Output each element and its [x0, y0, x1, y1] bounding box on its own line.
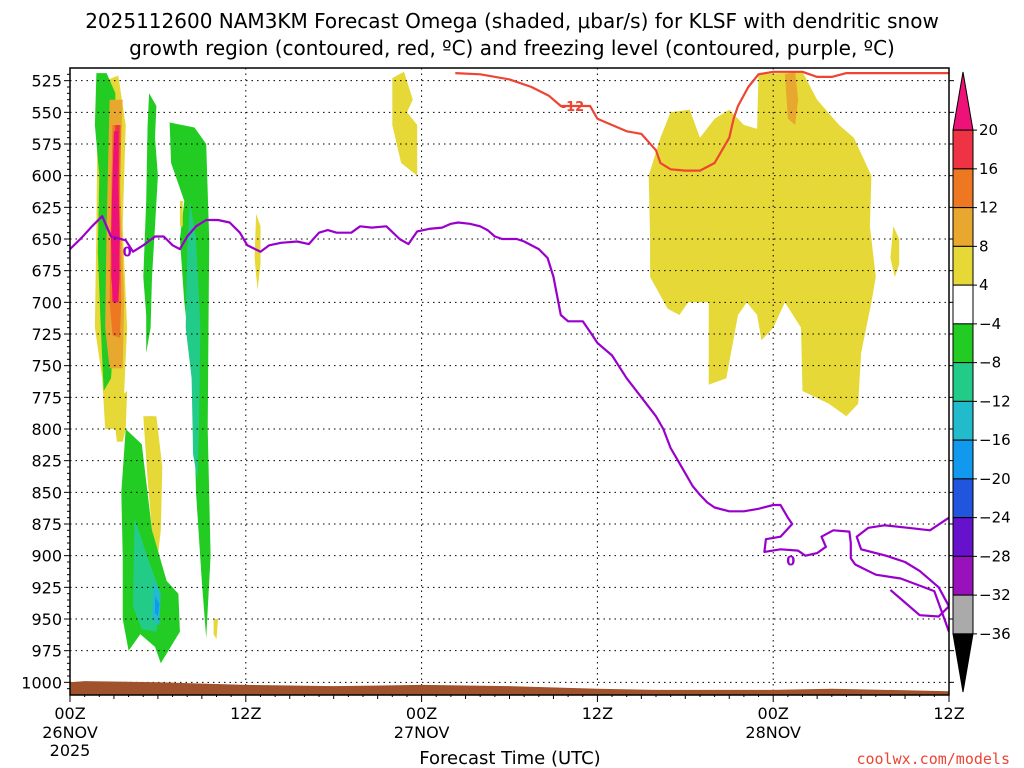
y-tick-label-2: 575 [31, 135, 62, 154]
colorbar-bin-2 [952, 168, 974, 209]
contour-layer: -12 0 0 [70, 70, 949, 633]
colorbar-label-11: −28 [979, 547, 1011, 565]
colorbar-bin-6 [952, 323, 974, 364]
colorbar-label-5: −4 [979, 315, 1001, 333]
omega-region-22 [111, 131, 120, 303]
x-tick-date-0: 26NOV [42, 723, 98, 742]
colorbar-bin-5 [952, 284, 974, 325]
chart-title-line-2: growth region (contoured, red, ºC) and f… [129, 36, 895, 60]
omega-region-2 [143, 93, 158, 354]
colorbar-label-8: −16 [979, 431, 1011, 449]
x-tick-label-4: 00Z [758, 704, 789, 723]
colorbar-bin-7 [952, 362, 974, 402]
colorbar-label-3: 8 [979, 237, 989, 255]
y-tick-label-14: 875 [31, 515, 62, 534]
colorbar-label-13: −36 [979, 625, 1011, 643]
colorbar-bin-0 [952, 71, 974, 131]
omega-region-11 [213, 619, 218, 640]
omega-region-15 [392, 71, 418, 176]
colorbar: 20 16 12 8 4 −4 −8 −12 −16 −20 −24 −28 −32 −36 [952, 71, 1011, 693]
colorbar-label-9: −20 [979, 470, 1011, 488]
terrain-ground [70, 681, 949, 695]
contour-label-1b: 0 [786, 555, 795, 570]
x-axis-title: Forecast Time (UTC) [419, 748, 600, 768]
omega-region-13 [146, 416, 155, 505]
colorbar-bin-9 [952, 439, 974, 480]
pressure-axis: 525 550 575 600 625 650 675 700 725 750 775 800 825 8… [21, 72, 954, 692]
y-tick-label-18: 975 [31, 642, 62, 661]
grid-layer [70, 68, 949, 695]
y-tick-label-9: 750 [31, 357, 62, 376]
chart-title-line-1: 2025112600 NAM3KM Forecast Omega (shaded… [85, 9, 939, 33]
credit-link[interactable]: coolwx.com/models [856, 750, 1010, 768]
colorbar-label-10: −24 [979, 509, 1011, 527]
y-tick-label-8: 725 [31, 325, 62, 344]
colorbar-bin-14 [952, 633, 974, 693]
colorbar-label-0: 20 [979, 121, 998, 139]
colorbar-label-1: 16 [979, 160, 998, 178]
y-tick-label-5: 650 [31, 230, 62, 249]
y-tick-label-15: 900 [31, 547, 62, 566]
y-tick-label-6: 675 [31, 262, 62, 281]
omega-region-17 [811, 302, 838, 353]
colorbar-bin-4 [952, 245, 974, 286]
y-tick-label-7: 700 [31, 293, 62, 312]
y-tick-label-0: 525 [31, 72, 62, 91]
contour-label-0: -12 [561, 100, 585, 115]
x-tick-label-2: 00Z [406, 704, 437, 723]
omega-region-18 [890, 226, 900, 277]
y-tick-label-10: 775 [31, 388, 62, 407]
y-tick-label-16: 925 [31, 578, 62, 597]
x-tick-label-0: 00Z [54, 704, 85, 723]
contour-line-2 [855, 516, 949, 618]
y-tick-label-4: 625 [31, 198, 62, 217]
colorbar-label-12: −32 [979, 586, 1011, 604]
contour-line-1 [70, 215, 949, 633]
y-tick-label-11: 800 [31, 420, 62, 439]
omega-region-23 [784, 71, 799, 125]
colorbar-bin-11 [952, 517, 974, 557]
colorbar-bin-13 [952, 594, 974, 635]
x-tick-label-3: 12Z [582, 704, 613, 723]
omega-region-14 [254, 213, 261, 290]
x-tick-year-0: 2025 [50, 741, 91, 760]
omega-region-10 [179, 201, 183, 227]
colorbar-label-6: −8 [979, 354, 1001, 372]
y-tick-label-1: 550 [31, 103, 62, 122]
y-tick-label-17: 950 [31, 610, 62, 629]
colorbar-bin-12 [952, 555, 974, 596]
contour-label-1: 0 [123, 246, 132, 261]
omega-region-9 [155, 596, 160, 617]
colorbar-label-7: −12 [979, 392, 1011, 410]
x-tick-date-4: 28NOV [745, 723, 801, 742]
contour-line-0 [455, 70, 949, 172]
colorbar-label-2: 12 [979, 199, 998, 217]
x-tick-date-2: 27NOV [394, 723, 450, 742]
colorbar-label-4: 4 [979, 276, 989, 294]
x-tick-label-5: 12Z [933, 704, 964, 723]
omega-shading-layer [94, 71, 900, 664]
colorbar-bin-3 [952, 207, 974, 247]
colorbar-bin-10 [952, 478, 974, 519]
colorbar-bin-1 [952, 129, 974, 170]
y-tick-label-13: 850 [31, 483, 62, 502]
y-tick-label-12: 825 [31, 452, 62, 471]
colorbar-bin-8 [952, 400, 974, 441]
omega-region-3 [169, 122, 211, 638]
terrain-layer [70, 681, 949, 695]
y-tick-label-19: 1000 [21, 673, 62, 692]
omega-region-12 [112, 391, 128, 442]
x-tick-label-1: 12Z [230, 704, 261, 723]
y-tick-label-3: 600 [31, 167, 62, 186]
omega-region-16 [648, 71, 876, 417]
